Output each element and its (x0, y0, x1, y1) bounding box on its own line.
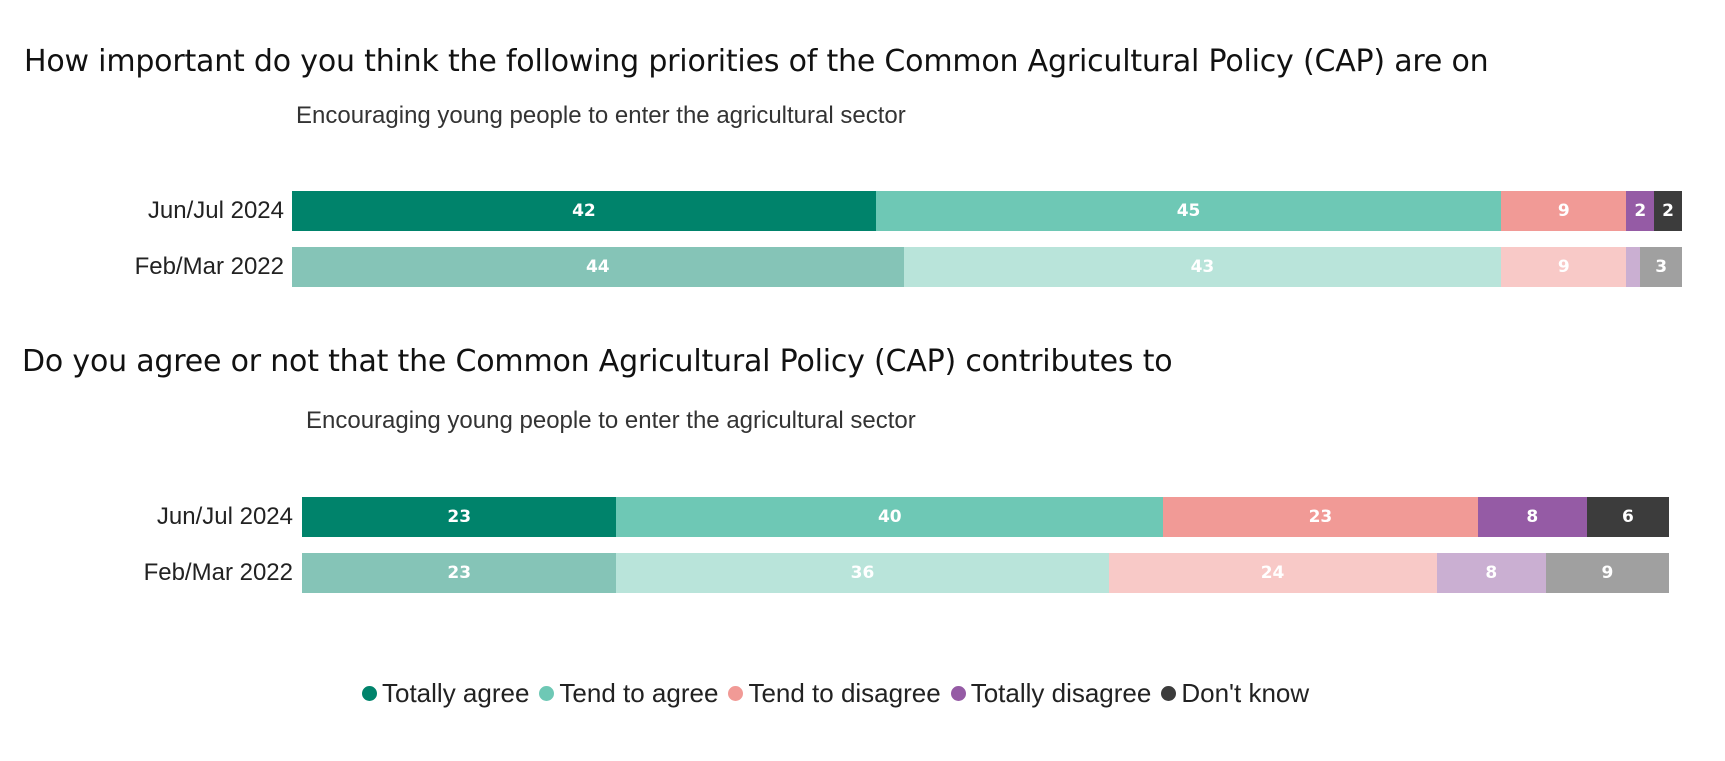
bar-segment: 36 (616, 553, 1109, 593)
data-label: 40 (877, 507, 902, 527)
data-label: 23 (1308, 507, 1333, 527)
data-label: 36 (850, 563, 875, 583)
bar-segment: 3 (1640, 247, 1682, 287)
bar-segment: 44 (292, 247, 904, 287)
data-label: 8 (1526, 507, 1539, 527)
bar-segment: 24 (1108, 553, 1437, 593)
legend-dot-icon (362, 686, 377, 701)
legend-label: Tend to disagree (748, 678, 941, 708)
bar-segment: 6 (1586, 497, 1669, 537)
legend-label: Don't know (1181, 678, 1310, 708)
legend-item: Tend to disagree (728, 678, 941, 709)
data-label: 44 (585, 257, 610, 277)
data-label: 45 (1176, 201, 1201, 221)
stacked-bar: 44 43 9 3 (292, 247, 1682, 287)
legend-label: Totally agree (382, 678, 530, 708)
bar-segment: 9 (1501, 247, 1627, 287)
data-label: 24 (1260, 563, 1285, 583)
legend-dot-icon (1161, 686, 1177, 701)
bar-segment (1626, 247, 1641, 287)
question-1-title: How important do you think the following… (24, 44, 1489, 79)
legend-item: Don't know (1161, 678, 1309, 709)
bar-segment: 8 (1436, 553, 1546, 593)
data-label: 9 (1557, 201, 1570, 221)
stacked-bar: 42 45 9 2 2 (292, 191, 1682, 231)
row-label: Jun/Jul 2024 (147, 197, 284, 224)
data-label: 42 (572, 201, 596, 221)
row-label: Feb/Mar 2022 (143, 559, 293, 586)
data-label: 43 (1190, 257, 1215, 277)
legend-item: Tend to agree (539, 678, 718, 709)
row-label: Jun/Jul 2024 (156, 503, 293, 530)
data-label: 8 (1485, 563, 1498, 583)
legend-label: Totally disagree (970, 678, 1152, 708)
bar-segment: 23 (1163, 497, 1478, 537)
bar-segment: 23 (302, 553, 617, 593)
bar-segment: 9 (1501, 191, 1627, 231)
stacked-bar: 23 36 24 8 9 (302, 553, 1669, 593)
legend: Totally agree Tend to agree Tend to disagr… (362, 678, 1319, 709)
chart-2-subtitle: Encouraging young people to enter the ag… (306, 407, 916, 434)
chart-1-subtitle: Encouraging young people to enter the ag… (296, 102, 906, 129)
data-label: 23 (447, 507, 472, 527)
row-label: Feb/Mar 2022 (134, 253, 284, 280)
bar-segment: 8 (1477, 497, 1587, 537)
data-label: 9 (1601, 563, 1614, 583)
bar-segment: 45 (875, 191, 1502, 231)
bar-segment: 23 (302, 497, 617, 537)
legend-label: Tend to agree (559, 678, 719, 708)
legend-dot-icon (950, 686, 966, 701)
data-label: 23 (447, 563, 472, 583)
data-label: 6 (1622, 507, 1634, 527)
data-label: 2 (1634, 201, 1647, 221)
bar-segment: 43 (903, 247, 1502, 287)
question-2-title: Do you agree or not that the Common Agri… (22, 344, 1173, 379)
legend-item: Totally agree (362, 678, 529, 709)
stacked-bar: 23 40 23 8 6 (302, 497, 1669, 537)
bar-segment: 2 (1626, 191, 1655, 231)
bar-segment: 42 (292, 191, 876, 231)
legend-dot-icon (728, 686, 744, 701)
legend-item: Totally disagree (950, 678, 1152, 709)
data-label: 2 (1662, 201, 1674, 221)
data-label: 9 (1557, 257, 1570, 277)
data-label: 3 (1655, 257, 1668, 277)
bar-segment: 2 (1654, 191, 1682, 231)
bar-segment: 9 (1545, 553, 1669, 593)
bar-segment: 40 (616, 497, 1164, 537)
legend-dot-icon (539, 686, 555, 701)
